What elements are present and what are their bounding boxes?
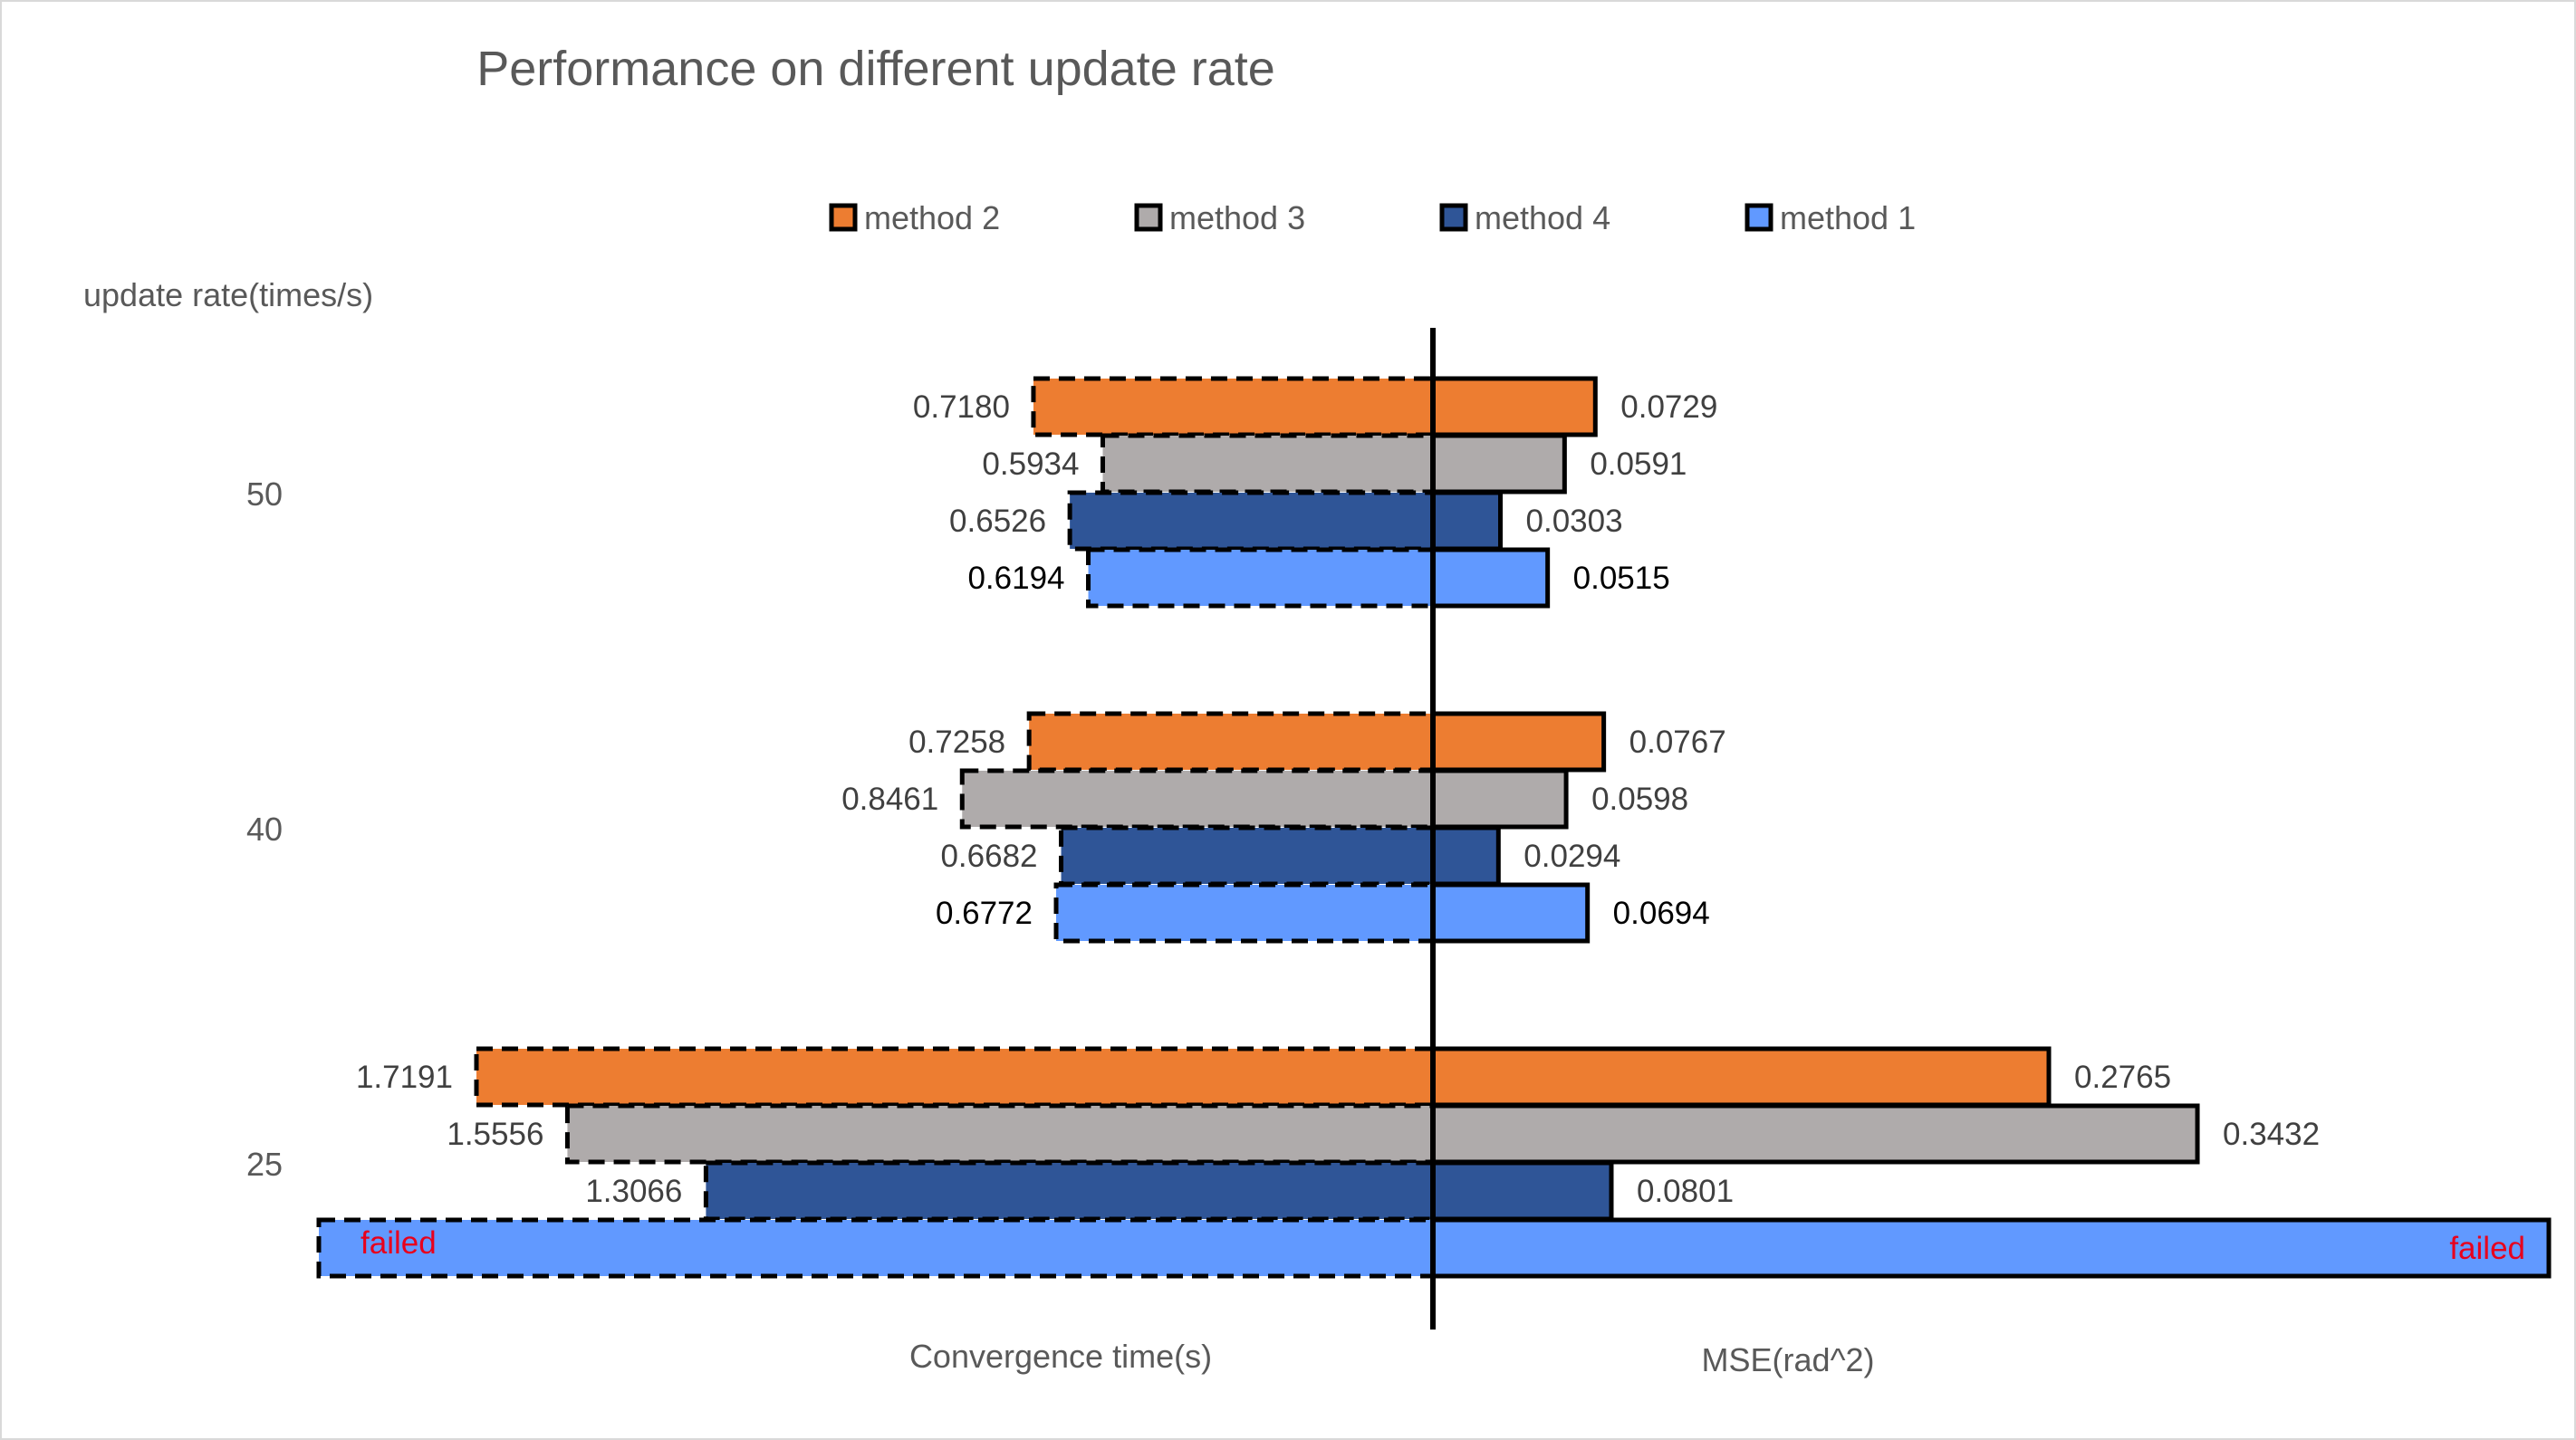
- bar-convergence-method-1-50: [1086, 547, 1436, 609]
- legend-swatch-method-2: [829, 203, 858, 232]
- bar-mse-method-2-25: [1430, 1046, 2052, 1108]
- bar-mse-method-3-40: [1430, 768, 1569, 830]
- label-mse-method-1-25: failed: [2449, 1231, 2525, 1266]
- bar-convergence-method-4-25: [703, 1160, 1436, 1222]
- bars: [316, 376, 2552, 1279]
- legend-swatch-method-1: [1745, 203, 1773, 232]
- label-mse-method-1-40: 0.0694: [1613, 896, 1710, 931]
- bar-convergence-method-2-50: [1031, 376, 1436, 437]
- right-axis-label: MSE(rad^2): [1702, 1341, 1875, 1378]
- legend-label-method-1: method 1: [1780, 199, 1916, 236]
- label-convergence-method-3-25: 1.5556: [447, 1117, 543, 1152]
- y-axis-title: update rate(times/s): [83, 276, 373, 313]
- label-mse-method-3-50: 0.0591: [1590, 446, 1687, 482]
- category-label-40: 40: [246, 811, 283, 848]
- legend-swatch-method-3: [1134, 203, 1163, 232]
- label-convergence-method-3-50: 0.5934: [982, 446, 1079, 482]
- label-mse-method-4-40: 0.0294: [1523, 839, 1620, 874]
- bar-mse-method-1-50: [1430, 547, 1551, 609]
- bar-convergence-method-4-50: [1067, 490, 1436, 552]
- label-convergence-method-1-40: 0.6772: [936, 896, 1033, 931]
- bar-convergence-method-4-40: [1059, 825, 1436, 887]
- label-mse-method-1-50: 0.0515: [1573, 561, 1670, 596]
- legend-label-method-2: method 2: [864, 199, 1000, 236]
- legend-swatch-method-4: [1439, 203, 1468, 232]
- bar-mse-method-3-50: [1430, 433, 1567, 494]
- label-mse-method-2-40: 0.0767: [1629, 725, 1726, 760]
- bar-mse-method-1-40: [1430, 882, 1591, 944]
- bar-convergence-method-1-25: [316, 1217, 1436, 1279]
- bar-mse-method-4-40: [1430, 825, 1501, 887]
- label-mse-method-3-25: 0.3432: [2223, 1117, 2320, 1152]
- value-labels: 0.7180 0.0729 0.7258 0.0767 1.7191 0.2765 0.59…: [356, 389, 2525, 1266]
- label-convergence-method-1-50: 0.6194: [967, 561, 1064, 596]
- label-mse-method-3-40: 0.0598: [1591, 782, 1688, 817]
- label-convergence-method-4-50: 0.6526: [949, 504, 1046, 539]
- bar-convergence-method-2-25: [474, 1046, 1436, 1108]
- label-convergence-method-2-25: 1.7191: [356, 1060, 453, 1095]
- legend: method 2 method 3 method 4 method 1: [829, 199, 1916, 236]
- bar-mse-method-1-25: [1430, 1217, 2552, 1279]
- label-convergence-method-2-40: 0.7258: [908, 725, 1005, 760]
- category-label-50: 50: [246, 475, 283, 513]
- bar-convergence-method-3-25: [564, 1103, 1436, 1165]
- label-mse-method-4-50: 0.0303: [1526, 504, 1623, 539]
- label-convergence-method-3-40: 0.8461: [841, 782, 938, 817]
- category-labels: 50 40 25: [246, 475, 283, 1183]
- label-mse-method-2-50: 0.0729: [1620, 389, 1717, 425]
- bar-mse-method-2-40: [1430, 711, 1607, 773]
- bar-convergence-method-3-50: [1100, 433, 1436, 494]
- label-convergence-method-1-25: failed: [360, 1225, 437, 1261]
- label-convergence-method-4-25: 1.3066: [585, 1174, 682, 1209]
- bar-mse-method-4-25: [1430, 1160, 1614, 1222]
- chart-title: Performance on different update rate: [476, 42, 1275, 96]
- bar-convergence-method-1-40: [1053, 882, 1436, 944]
- label-convergence-method-2-50: 0.7180: [913, 389, 1010, 425]
- bar-mse-method-2-50: [1430, 376, 1598, 437]
- label-mse-method-2-25: 0.2765: [2074, 1060, 2171, 1095]
- bar-convergence-method-3-40: [959, 768, 1436, 830]
- label-mse-method-4-25: 0.0801: [1637, 1174, 1734, 1209]
- legend-label-method-4: method 4: [1475, 199, 1610, 236]
- bar-mse-method-3-25: [1430, 1103, 2200, 1165]
- bar-convergence-method-2-40: [1026, 711, 1436, 773]
- bar-mse-method-4-50: [1430, 490, 1504, 552]
- category-label-25: 25: [246, 1146, 283, 1183]
- left-axis-label: Convergence time(s): [909, 1338, 1212, 1375]
- label-convergence-method-4-40: 0.6682: [940, 839, 1037, 874]
- legend-label-method-3: method 3: [1169, 199, 1305, 236]
